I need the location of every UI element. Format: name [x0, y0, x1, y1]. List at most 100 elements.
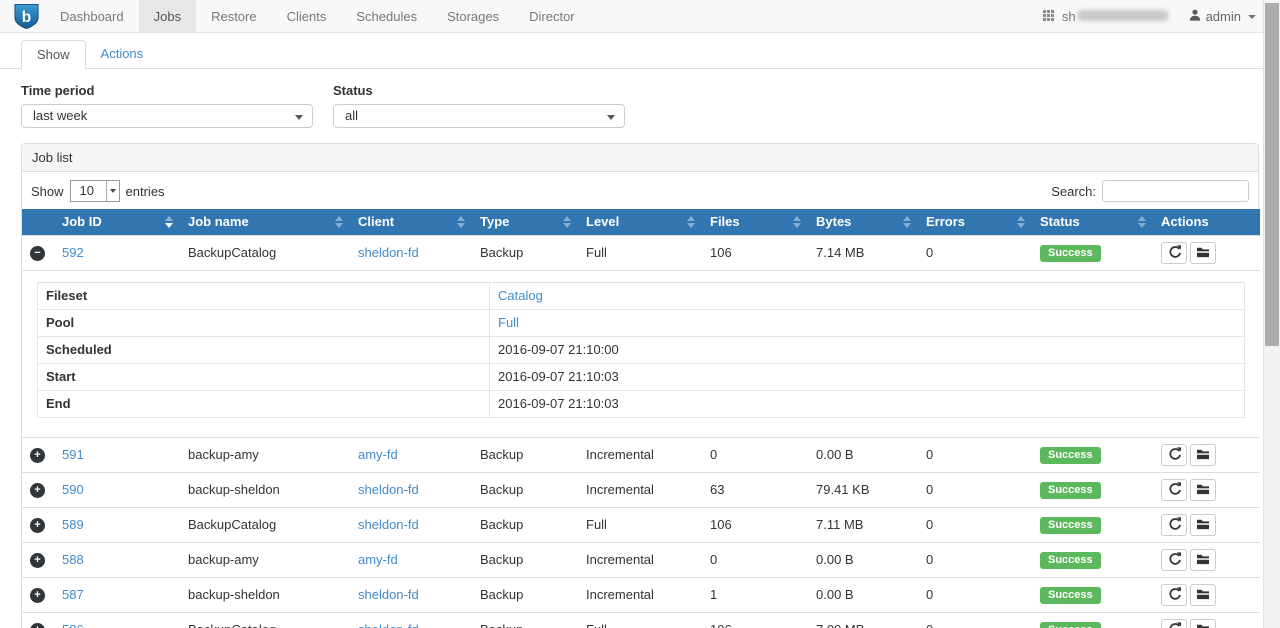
status-badge: Success — [1040, 482, 1101, 499]
entries-select[interactable]: 10 — [70, 180, 120, 202]
expand-row-icon[interactable]: + — [30, 483, 45, 498]
col-header-client[interactable]: Client — [350, 209, 472, 236]
job-id-link[interactable]: 586 — [62, 622, 84, 628]
rerun-job-button[interactable] — [1161, 619, 1187, 628]
time-period-select[interactable]: last week — [21, 104, 313, 128]
detail-value-link[interactable]: Full — [498, 315, 519, 330]
brand-letter: b — [22, 9, 31, 26]
col-header-job-id[interactable]: Job ID — [54, 209, 180, 236]
job-table: Job IDJob name Client TypeLevelFilesBytesE… — [22, 209, 1260, 628]
scrollbar-thumb[interactable] — [1265, 3, 1279, 346]
status-badge: Success — [1040, 552, 1101, 569]
detail-label: Scheduled — [38, 337, 490, 364]
client-link[interactable]: sheldon-fd — [358, 587, 419, 602]
status-select[interactable]: all — [333, 104, 625, 128]
browse-files-button[interactable] — [1190, 444, 1216, 466]
client-link[interactable]: sheldon-fd — [358, 517, 419, 532]
job-row: +590backup-sheldonsheldon-fdBackupIncrem… — [22, 473, 1260, 508]
tab-show[interactable]: Show — [21, 40, 86, 70]
job-row: +591backup-amyamy-fdBackupIncremental00.… — [22, 438, 1260, 473]
rerun-job-button[interactable] — [1161, 584, 1187, 606]
rerun-icon — [1168, 245, 1181, 261]
job-id-link[interactable]: 588 — [62, 552, 84, 567]
detail-value-link[interactable]: Catalog — [498, 288, 543, 303]
nav-item-schedules[interactable]: Schedules — [341, 0, 432, 33]
client-link[interactable]: sheldon-fd — [358, 482, 419, 497]
rerun-job-button[interactable] — [1161, 242, 1187, 264]
expand-row-icon[interactable]: + — [30, 553, 45, 568]
col-header-job-name[interactable]: Job name — [180, 209, 350, 236]
rerun-job-button[interactable] — [1161, 549, 1187, 571]
sort-icon — [793, 215, 801, 229]
chevron-down-icon — [295, 115, 303, 120]
col-header-bytes[interactable]: Bytes — [808, 209, 918, 236]
client-link[interactable]: sheldon-fd — [358, 245, 419, 260]
page-scrollbar[interactable] — [1263, 0, 1280, 628]
nav-item-storages[interactable]: Storages — [432, 0, 514, 33]
rerun-job-button[interactable] — [1161, 444, 1187, 466]
job-row: +589BackupCatalogsheldon-fdBackupFull106… — [22, 508, 1260, 543]
col-header-label: Actions — [1161, 214, 1209, 229]
rerun-icon — [1168, 482, 1181, 498]
job-id-link[interactable]: 591 — [62, 447, 84, 462]
job-id-link[interactable]: 589 — [62, 517, 84, 532]
search-label: Search: — [1051, 184, 1096, 199]
rerun-icon — [1168, 447, 1181, 463]
page-length-control: Show 10 entries — [31, 180, 165, 202]
browse-files-button[interactable] — [1190, 619, 1216, 628]
col-header-type[interactable]: Type — [472, 209, 578, 236]
search-input[interactable] — [1102, 180, 1249, 202]
job-bytes: 7.14 MB — [808, 236, 918, 271]
job-type: Backup — [472, 543, 578, 578]
sort-icon — [903, 215, 911, 229]
col-header-status[interactable]: Status — [1032, 209, 1153, 236]
time-period-value: last week — [33, 108, 87, 123]
job-files: 1 — [702, 578, 808, 613]
tab-actions[interactable]: Actions — [86, 40, 159, 70]
col-header-level[interactable]: Level — [578, 209, 702, 236]
panel-title: Job list — [22, 144, 1258, 172]
status-label: Status — [333, 83, 625, 98]
col-header-errors[interactable]: Errors — [918, 209, 1032, 236]
client-link[interactable]: amy-fd — [358, 552, 398, 567]
collapse-row-icon[interactable]: − — [30, 246, 45, 261]
col-header-files[interactable]: Files — [702, 209, 808, 236]
job-errors: 0 — [918, 473, 1032, 508]
job-files: 106 — [702, 236, 808, 271]
user-menu[interactable]: admin — [1189, 9, 1256, 24]
job-bytes: 0.00 B — [808, 438, 918, 473]
browse-files-button[interactable] — [1190, 549, 1216, 571]
nav-item-jobs[interactable]: Jobs — [139, 0, 196, 33]
nav-item-director[interactable]: Director — [514, 0, 590, 33]
client-link[interactable]: amy-fd — [358, 447, 398, 462]
expand-row-icon[interactable]: + — [30, 588, 45, 603]
bareos-logo[interactable]: b — [13, 3, 40, 30]
browse-files-button[interactable] — [1190, 242, 1216, 264]
expand-row-icon[interactable]: + — [30, 448, 45, 463]
nav-item-dashboard[interactable]: Dashboard — [45, 0, 139, 33]
folder-icon — [1196, 483, 1210, 498]
browse-files-button[interactable] — [1190, 584, 1216, 606]
job-id-link[interactable]: 590 — [62, 482, 84, 497]
expand-row-icon[interactable]: + — [30, 518, 45, 533]
expand-row-icon[interactable]: + — [30, 623, 45, 628]
job-files: 63 — [702, 473, 808, 508]
job-errors: 0 — [918, 508, 1032, 543]
detail-value: 2016-09-07 21:10:00 — [490, 337, 1245, 364]
nav-item-clients[interactable]: Clients — [272, 0, 342, 33]
job-detail-row: FilesetCatalogPoolFullScheduled2016-09-0… — [22, 271, 1260, 438]
job-id-link[interactable]: 592 — [62, 245, 84, 260]
chevron-down-icon — [106, 181, 119, 201]
hostname-redacted — [1077, 10, 1169, 21]
detail-value: 2016-09-07 21:10:03 — [490, 364, 1245, 391]
rerun-job-button[interactable] — [1161, 514, 1187, 536]
browse-files-button[interactable] — [1190, 514, 1216, 536]
job-id-link[interactable]: 587 — [62, 587, 84, 602]
rerun-icon — [1168, 622, 1181, 628]
browse-files-button[interactable] — [1190, 479, 1216, 501]
rerun-job-button[interactable] — [1161, 479, 1187, 501]
entries-value: 10 — [80, 183, 94, 198]
client-link[interactable]: sheldon-fd — [358, 622, 419, 628]
col-header-label: Client — [358, 214, 394, 229]
nav-item-restore[interactable]: Restore — [196, 0, 272, 33]
